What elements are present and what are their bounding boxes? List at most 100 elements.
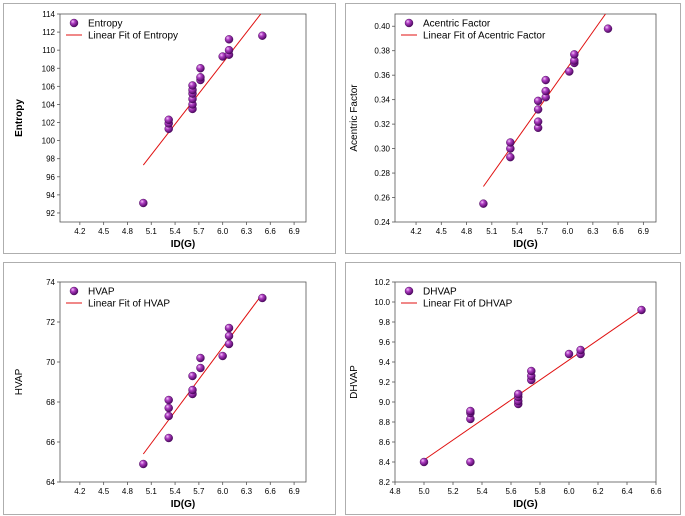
- y-tick-label: 9.6: [379, 338, 391, 347]
- data-point: [164, 433, 173, 443]
- x-tick-label: 5.1: [146, 487, 158, 496]
- x-axis-title: ID(G): [513, 499, 537, 510]
- y-tick-label: 0.40: [374, 22, 390, 31]
- x-tick-label: 6.3: [241, 227, 253, 236]
- x-tick-label: 6.6: [613, 227, 625, 236]
- plot-frame: [59, 281, 307, 483]
- data-point: [514, 389, 523, 399]
- x-tick-label: 5.0: [418, 487, 430, 496]
- x-axis-title: ID(G): [171, 499, 195, 510]
- x-tick-label: 5.4: [170, 227, 182, 236]
- y-tick-label: 10.2: [374, 278, 390, 287]
- x-tick-label: 4.8: [461, 227, 473, 236]
- x-tick-label: 6.4: [621, 487, 633, 496]
- data-point: [506, 152, 515, 162]
- y-tick-label: 0.26: [374, 194, 390, 203]
- data-point: [570, 50, 579, 59]
- x-tick-label: 6.0: [562, 227, 574, 236]
- x-tick-label: 5.1: [146, 227, 158, 236]
- x-tick-label: 5.4: [512, 227, 524, 236]
- legend-label-fit: Linear Fit of Entropy: [88, 31, 178, 42]
- x-tick-label: 6.6: [265, 487, 277, 496]
- data-point: [419, 457, 429, 467]
- linear-fit-line: [142, 293, 263, 455]
- linear-fit-line: [423, 309, 642, 461]
- data-point: [541, 75, 550, 85]
- linear-fit-line: [142, 13, 262, 166]
- legend-label-fit: Linear Fit of DHVAP: [423, 299, 513, 310]
- y-tick-label: 92: [46, 209, 55, 218]
- data-point: [164, 411, 173, 421]
- y-axis-title: Acentric Factor: [349, 84, 360, 152]
- x-tick-label: 6.3: [241, 487, 253, 496]
- chart-panel-bottom-left: 4.2 4.5 4.8 5.1 5.4 5.7 6.0 6.3 6.6 6.9 64 66 68 70 72…: [3, 262, 336, 515]
- x-axis-title: ID(G): [513, 239, 537, 250]
- data-point: [224, 35, 234, 44]
- data-point: [188, 385, 197, 395]
- x-tick-label: 6.0: [217, 487, 229, 496]
- data-point: [258, 31, 267, 40]
- data-point: [506, 138, 515, 147]
- x-tick-label: 6.6: [650, 487, 662, 496]
- y-tick-label: 104: [42, 100, 56, 109]
- data-point: [139, 198, 148, 208]
- x-tick-label: 5.6: [505, 487, 517, 496]
- data-point: [533, 105, 543, 114]
- y-axis-title: HVAP: [14, 368, 25, 395]
- data-point: [466, 457, 475, 467]
- x-tick-label: 6.9: [289, 227, 301, 236]
- legend-label-points: Entropy: [88, 19, 122, 30]
- y-tick-label: 9.4: [379, 358, 391, 367]
- data-point: [196, 353, 205, 363]
- x-tick-label: 6.9: [289, 487, 301, 496]
- y-tick-label: 8.2: [379, 478, 391, 487]
- x-tick-label: 6.2: [592, 487, 604, 496]
- x-tick-label: 4.5: [98, 487, 110, 496]
- data-point: [533, 96, 543, 106]
- data-point: [224, 45, 234, 55]
- legend-marker: [404, 286, 414, 296]
- y-tick-label: 110: [42, 46, 55, 55]
- x-tick-label: 5.7: [537, 227, 549, 236]
- y-tick-label: 96: [46, 173, 55, 182]
- plot-frame: [59, 13, 307, 223]
- y-tick-label: 9.8: [379, 318, 391, 327]
- data-point: [224, 323, 234, 333]
- x-tick-label: 4.5: [436, 227, 448, 236]
- y-tick-label: 70: [46, 358, 55, 367]
- y-tick-label: 102: [42, 119, 56, 128]
- data-point: [139, 459, 148, 469]
- data-point: [466, 406, 475, 416]
- data-point: [576, 345, 585, 355]
- x-tick-label: 4.8: [389, 487, 401, 496]
- chart-panel-bottom-right: 4.8 5.0 5.2 5.4 5.6 5.8 6.0 6.2 6.4 6.6 8.2 8.4 8.6 8…: [345, 262, 681, 515]
- data-point: [164, 115, 173, 125]
- y-tick-label: 94: [46, 191, 55, 200]
- data-point: [603, 24, 613, 33]
- y-tick-label: 100: [42, 137, 56, 146]
- y-tick-label: 0.30: [374, 145, 390, 154]
- legend-label-fit: Linear Fit of HVAP: [88, 299, 170, 310]
- data-point: [224, 339, 234, 349]
- y-tick-label: 106: [42, 82, 56, 91]
- x-tick-label: 6.9: [638, 227, 650, 236]
- data-point: [218, 351, 227, 361]
- x-tick-label: 6.0: [217, 227, 229, 236]
- y-tick-label: 9.2: [379, 378, 391, 387]
- data-point: [533, 117, 543, 126]
- data-point: [164, 403, 173, 413]
- y-axis-title: Entropy: [14, 99, 25, 137]
- data-point: [196, 64, 205, 73]
- panel-border: [3, 262, 336, 515]
- y-tick-label: 114: [42, 10, 55, 19]
- x-tick-label: 6.3: [587, 227, 599, 236]
- y-tick-label: 112: [42, 28, 55, 37]
- y-tick-label: 0.38: [374, 47, 390, 56]
- x-tick-label: 5.2: [447, 487, 459, 496]
- legend-marker: [404, 18, 414, 28]
- x-tick-label: 5.7: [193, 487, 205, 496]
- data-point: [164, 395, 173, 405]
- y-tick-label: 0.36: [374, 71, 390, 80]
- x-tick-label: 4.2: [410, 227, 422, 236]
